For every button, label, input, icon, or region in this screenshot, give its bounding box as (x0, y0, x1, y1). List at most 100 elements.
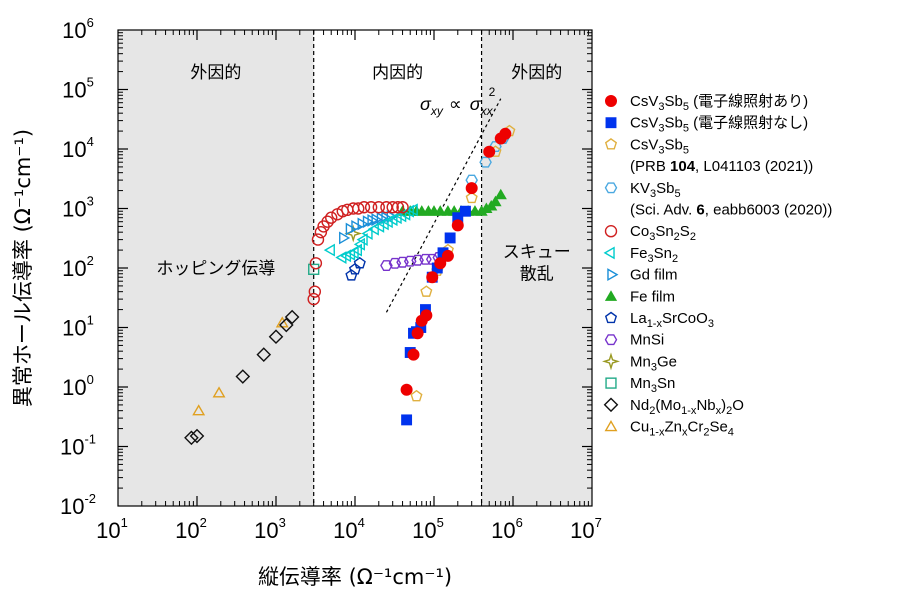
region-label-top-3: 外因的 (511, 63, 562, 83)
legend: CsV3Sb5 (電子線照射あり)CsV3Sb5 (電子線照射なし)CsV3Sb… (602, 93, 832, 439)
data-point (339, 231, 351, 245)
legend-item-2: CsV3Sb5 (電子線照射なし) (605, 115, 808, 135)
data-point (314, 225, 328, 239)
data-point (420, 285, 433, 297)
data-point (364, 201, 378, 214)
legend-label: MnSi (630, 332, 664, 349)
x-tick-label: 107 (570, 515, 602, 543)
legend-marker (604, 138, 618, 150)
legend-marker (605, 95, 617, 107)
y-tick-label: 10-2 (60, 491, 96, 519)
legend-item-1: CsV3Sb5 (電子線照射あり) (605, 93, 808, 113)
legend-item-9: La1-xSrCoO3 (604, 310, 714, 330)
data-point (434, 205, 447, 216)
legend-item-5: Co3Sn2S2 (604, 223, 696, 243)
data-point (235, 369, 251, 384)
data-point (323, 243, 335, 257)
data-point (325, 211, 338, 224)
data-point (268, 329, 284, 345)
region-label-hopping: ホッピング伝導 (156, 259, 275, 279)
data-point (403, 255, 417, 267)
data-point (353, 256, 366, 269)
y-axis-title: 異常ホール伝導率 (Ω⁻¹cm⁻¹) (11, 129, 35, 407)
legend-marker (603, 246, 615, 260)
y-tick-label: 10-1 (60, 432, 96, 460)
data-point (350, 243, 362, 257)
y-tick-label: 100 (62, 372, 94, 400)
legend-item-10: MnSi (604, 332, 664, 349)
data-point (391, 201, 405, 214)
legend-label: Fe film (630, 288, 675, 305)
legend-label: Co3Sn2S2 (630, 223, 696, 243)
data-point (278, 317, 294, 333)
data-point (401, 414, 413, 426)
data-point (321, 215, 334, 228)
legend-item-13: Nd2(Mo1-xNbx)2O (603, 397, 744, 417)
data-point (345, 222, 357, 236)
data-point (444, 232, 456, 244)
legend-marker (602, 352, 620, 371)
data-point (307, 292, 320, 306)
data-point (400, 383, 413, 396)
region-3 (481, 30, 592, 506)
legend-item-6: Fe3Sn2 (603, 245, 678, 265)
legend-item-12: Mn3Sn (605, 375, 675, 395)
data-point (499, 127, 512, 140)
region-label-top-2: 内因的 (372, 63, 423, 83)
axis-labels: 101 102 103 104 105 106 107 10-2 10-1 100 101 102 10… (11, 15, 602, 589)
legend-marker (604, 334, 618, 346)
y-tick-label: 102 (62, 253, 94, 281)
legend-marker (607, 268, 619, 282)
legend-label: Nd2(Mo1-xNbx)2O (630, 397, 744, 417)
legend-label: Cu1-xZnxCr2Se4 (630, 419, 734, 439)
data-point (407, 348, 420, 361)
data-point (483, 145, 496, 158)
data-point (420, 309, 433, 322)
legend-marker (604, 420, 618, 432)
data-point (419, 253, 432, 265)
legend-label: Fe3Sn2 (630, 245, 678, 265)
y-tick-label: 104 (62, 134, 94, 162)
legend-label: CsV3Sb5 (630, 136, 689, 156)
legend-item-8: Fe film (604, 288, 675, 305)
y-tick-label: 105 (62, 75, 94, 103)
data-point (396, 256, 409, 268)
data-point (352, 202, 365, 215)
legend-label: CsV3Sb5 (電子線照射あり) (630, 93, 808, 113)
series-1 (400, 127, 512, 396)
legend-label: Mn3Ge (630, 353, 677, 373)
x-axis-title: 縦伝導率 (Ω⁻¹cm⁻¹) (258, 565, 452, 589)
x-tick-label: 101 (96, 515, 128, 543)
legend-label: CsV3Sb5 (電子線照射なし) (630, 115, 808, 135)
legend-reference: (PRB 104, L041103 (2021)) (630, 158, 813, 175)
data-point (353, 237, 365, 251)
data-point (311, 233, 325, 246)
x-tick-label: 102 (175, 515, 207, 543)
data-point (192, 404, 206, 416)
legend-item-14: Cu1-xZnxCr2Se4 (604, 419, 734, 439)
y-tick-label: 106 (62, 15, 94, 43)
data-point (380, 260, 393, 271)
data-point (212, 386, 226, 398)
legend-label: La1-xSrCoO3 (630, 310, 714, 330)
legend-label: Gd film (630, 267, 678, 284)
scaling-relation-label: σxy ∝ σxx2 (420, 85, 496, 118)
data-point (410, 389, 423, 402)
data-point (386, 201, 399, 214)
data-point (406, 203, 418, 217)
data-point (309, 257, 323, 270)
legend-item-7: Gd film (607, 267, 678, 284)
data-point (357, 201, 371, 214)
legend-marker (605, 377, 617, 389)
legend-reference: (Sci. Adv. 6, eabb6003 (2020)) (630, 202, 832, 219)
y-tick-label: 101 (62, 313, 94, 341)
legend-item-11: Mn3Ge (602, 352, 677, 373)
data-point (348, 262, 362, 275)
data-point (308, 285, 322, 298)
legend-marker (603, 397, 619, 413)
data-point (361, 227, 373, 240)
data-point (372, 201, 385, 214)
legend-item-4: KV3Sb5 (Sci. Adv. 6, eabb6003 (2020)) (604, 180, 832, 219)
